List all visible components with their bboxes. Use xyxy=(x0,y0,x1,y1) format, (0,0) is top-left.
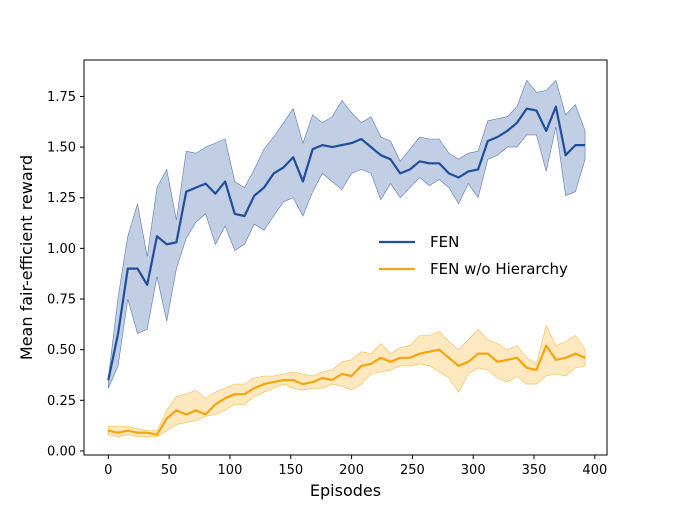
x-tick-label: 150 xyxy=(278,463,303,478)
y-tick-label: 0.25 xyxy=(47,394,76,409)
y-tick-label: 1.00 xyxy=(47,242,76,257)
y-axis-ticks: 0.00 0.25 0.50 0.75 1.00 1.25 1.50 1.75 xyxy=(47,90,84,459)
plot-frame xyxy=(83,59,608,456)
y-tick-label: 0.75 xyxy=(47,293,76,308)
legend-label-1: FEN w/o Hierarchy xyxy=(430,260,568,278)
series-line-0 xyxy=(107,105,586,381)
confidence-bands xyxy=(108,79,586,438)
legend: FEN FEN w/o Hierarchy xyxy=(379,233,568,278)
confidence-band-1 xyxy=(108,324,586,438)
legend-label-0: FEN xyxy=(430,233,459,251)
series-line-1 xyxy=(108,344,586,436)
x-axis-ticks: 0 50 100 150 200 250 300 350 400 xyxy=(104,455,607,478)
y-tick-label: 1.25 xyxy=(47,191,76,206)
x-tick-label: 250 xyxy=(400,463,425,478)
y-axis-title: Mean fair-efficient reward xyxy=(17,155,36,360)
y-tick-label: 0.00 xyxy=(47,444,76,459)
y-tick-label: 1.75 xyxy=(47,90,76,105)
x-tick-label: 100 xyxy=(218,463,243,478)
series-lines xyxy=(107,105,586,436)
x-tick-label: 50 xyxy=(161,463,178,478)
x-tick-label: 350 xyxy=(522,463,547,478)
y-tick-label: 0.50 xyxy=(47,343,76,358)
x-axis-title: Episodes xyxy=(310,481,381,500)
x-tick-label: 0 xyxy=(104,463,112,478)
x-tick-label: 300 xyxy=(461,463,486,478)
confidence-band-0 xyxy=(108,79,586,389)
x-tick-label: 200 xyxy=(339,463,364,478)
y-tick-label: 1.50 xyxy=(47,141,76,156)
x-tick-label: 400 xyxy=(582,463,607,478)
